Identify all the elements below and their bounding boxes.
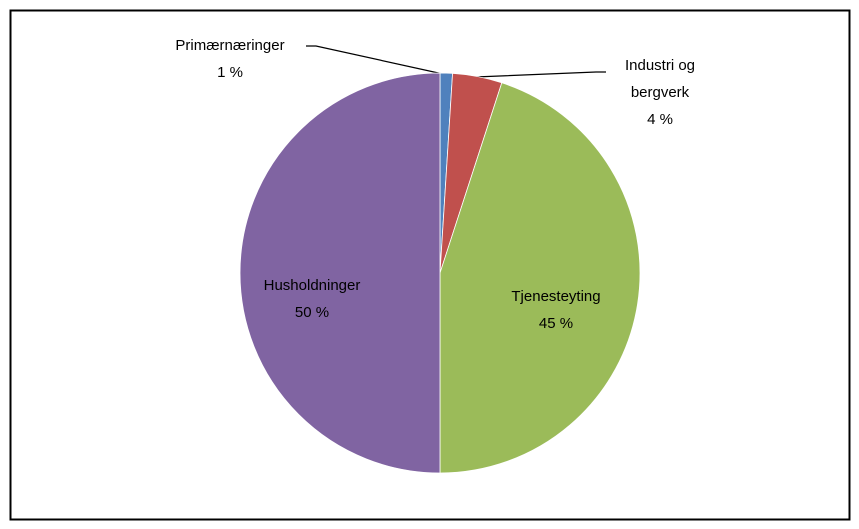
value-label: 50 %: [294, 304, 330, 321]
slice-label: Primærnæringer 1 %: [130, 32, 330, 86]
category-label: Husholdninger: [263, 277, 361, 294]
leader-line: [474, 71, 606, 78]
category-label: Tjenesteyting: [511, 288, 601, 305]
category-label: Primærnæringer: [175, 37, 285, 54]
pie-slice: [439, 82, 641, 474]
value-label: 1 %: [217, 64, 243, 81]
slice-label: Tjenesteyting 45 %: [456, 283, 656, 337]
category-label: Industri og bergverk: [624, 57, 696, 101]
slice-label: Husholdninger 50 %: [212, 272, 412, 326]
pie-slice: [239, 72, 441, 474]
value-label: 45 %: [538, 315, 574, 332]
value-label: 4 %: [647, 111, 673, 128]
leader-line: [306, 45, 444, 75]
slice-label: Industri og bergverk 4 %: [605, 52, 715, 133]
